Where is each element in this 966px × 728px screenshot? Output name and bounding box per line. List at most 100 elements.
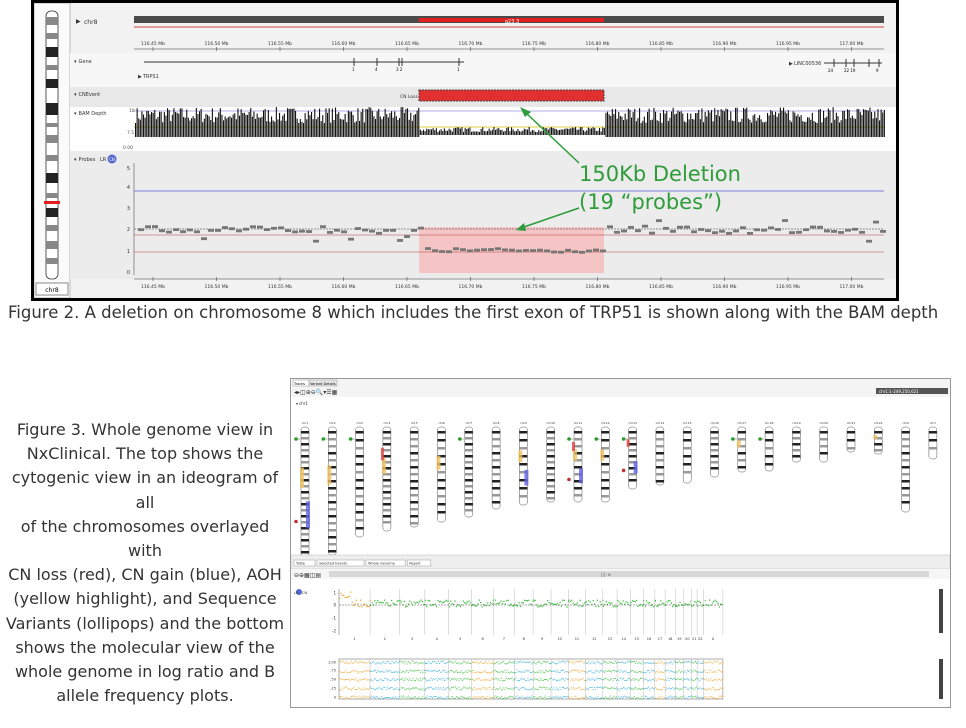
chr-number: 3 [411,637,413,641]
chr-number: 15 [635,637,639,641]
probe [775,228,781,231]
chromosome-ideogram[interactable] [819,426,828,463]
gene-track-label: ▾ Gene [74,59,92,65]
chromosome-ideogram[interactable] [655,426,665,486]
chromosome-ideogram[interactable] [621,426,638,490]
chromosome-ideogram[interactable] [409,426,419,528]
probes-track-label: ▾ Probes [74,157,96,163]
chromosome-ideogram[interactable] [491,426,501,510]
probe [236,229,242,233]
probe-points [138,219,886,254]
lr-y-tick: 0 [333,603,336,608]
chromosome-name: chr1 [302,421,309,425]
chromosome-name: chr10 [546,421,555,425]
figure2-caption: Figure 2. A deletion on chromosome 8 whi… [8,303,939,322]
figure3-caption: Figure 3. Whole genome view in NxClinica… [4,418,286,708]
chr-dropdown[interactable]: ▾chr1 [296,401,308,406]
bottom-tab[interactable] [316,559,365,567]
probe [824,229,830,233]
probe [670,229,676,233]
probe-y-tick: 2 [127,227,130,233]
probe-y-tick: 4 [127,185,130,191]
ideogram-selector[interactable] [35,282,69,296]
chr-number: 12 [592,637,596,641]
tab-variant-details[interactable] [308,379,338,387]
chromosome-name: chr15 [683,421,692,425]
region-highlight [419,18,604,22]
chromosome-name: chr16 [710,421,719,425]
chromosome-ideogram[interactable] [380,426,392,532]
probe [495,247,501,251]
probe [782,219,788,222]
axis-tick-label: 116.85 Mb [649,41,673,47]
cn-toggle-icon[interactable] [107,154,117,164]
lr-y-tick: -2 [332,629,336,634]
chromosome-ideogram[interactable] [294,426,310,563]
coords-box [876,388,948,394]
tab-tracks-label: Tracks [293,382,305,386]
probe [642,224,648,228]
probe [250,225,256,229]
chromosome-ideogram[interactable] [458,426,474,518]
axis-tick-label: 116.45 Mb [141,284,165,290]
probe [222,226,228,229]
chromosome-ideogram[interactable] [321,426,337,556]
chr-number: 17 [658,637,662,641]
chromosome-ideogram[interactable] [873,426,883,455]
chromosome-name: chr17 [737,421,746,425]
ideogram-label: chr8 [45,287,59,294]
chromosome-ideogram[interactable] [546,426,555,503]
probe [278,226,284,230]
chromosome-ideogram[interactable] [928,426,938,460]
probe [810,225,816,229]
axis-tick-label: 116.75 Mb [522,41,546,47]
chromosome-ideogram[interactable] [846,426,856,453]
chr-number: 10 [557,637,561,641]
chromosome-name: chr18 [765,421,774,425]
tab-variant-details-label: Variant Details [310,382,336,386]
lr-cn-toggle[interactable] [296,589,302,595]
bottom-tab[interactable] [365,559,406,567]
chromosome-ideogram[interactable] [901,426,910,513]
probe [733,229,739,233]
chromosome-ideogram[interactable] [710,426,719,478]
chromosome-name: chr6 [438,421,445,425]
probe [754,228,760,232]
chromosome-ideogram[interactable] [758,426,774,472]
gene-track [70,53,896,87]
probe [306,230,312,233]
bottom-tab[interactable] [406,559,432,567]
track-expand-icon[interactable]: ▶ [76,18,81,25]
toolbar-icons[interactable]: ◂▸◫⊕⊖🔍▾☰▦ [294,388,338,396]
bottom-tab[interactable] [293,559,316,567]
genome-scrollbar[interactable] [329,571,929,577]
bam-depth-bars [135,107,885,137]
chromosome-ideogram[interactable] [594,426,610,503]
chromosome-ideogram[interactable] [792,426,801,463]
axis-tick-label: 116.70 Mb [459,284,483,290]
baf-y-tick: 0 [334,696,337,700]
chromosome-ideogram[interactable] [731,426,747,473]
chromosome-ideogram[interactable] [518,426,529,506]
chromosome-label: chr8 [84,19,98,26]
probe [803,228,809,232]
chromosome-ideogram[interactable] [436,426,446,523]
probe [376,231,382,235]
probe [768,226,774,230]
chr-number: 7 [503,637,505,641]
chromosome-ideogram[interactable] [348,426,364,538]
chr-number: 18 [668,637,672,641]
probe [453,247,459,251]
probe-y-tick: 1 [127,249,130,255]
cn-loss-event[interactable] [418,89,605,102]
bottom-toolbar-icons[interactable]: ⊖⊕▦◫▤ [294,572,321,579]
band-label: q23.3 [505,19,519,25]
bottom-tab-label: Whole Genome [368,562,395,566]
axis-tick-label: 116.50 Mb [205,284,229,290]
chromosome-name: chr13 [628,421,637,425]
chromosome-ideogram[interactable] [682,426,692,484]
axis-tick-label: 116.55 Mb [268,41,292,47]
chromosome-ideogram [44,10,60,280]
chromosome-ideogram[interactable] [567,426,583,503]
chr-number: 21 [692,637,696,641]
